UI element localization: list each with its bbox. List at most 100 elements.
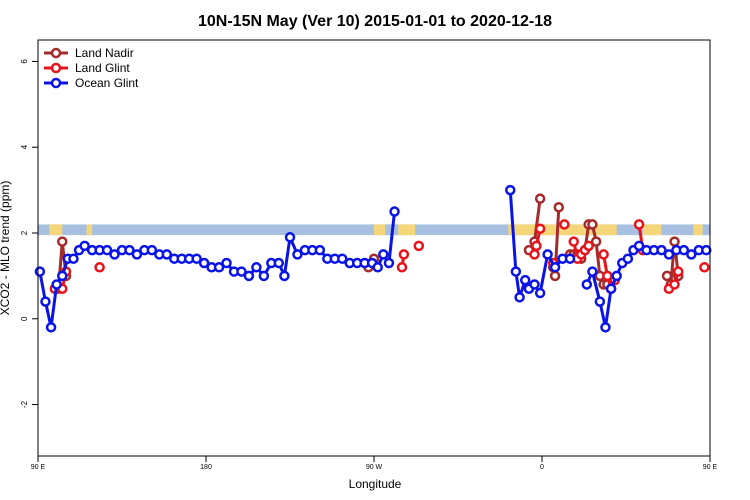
- legend-marker: [50, 47, 62, 59]
- data-point: [598, 249, 609, 260]
- data-point: [413, 240, 425, 252]
- data-point: [378, 249, 389, 260]
- legend-item: Land Glint: [44, 61, 130, 75]
- data-point: [191, 253, 202, 264]
- data-point: [131, 249, 143, 260]
- plot-frame: [37, 39, 711, 457]
- data-point: [79, 240, 90, 252]
- data-point: [514, 292, 525, 303]
- data-point: [279, 270, 290, 282]
- data-point: [656, 244, 667, 256]
- data-point: [568, 236, 579, 247]
- data-point: [531, 240, 542, 252]
- band-land-segment: [508, 224, 617, 236]
- data-point: [101, 244, 113, 256]
- legend-marker: [50, 77, 62, 89]
- data-point: [243, 270, 255, 282]
- data-point: [124, 244, 135, 256]
- chart-title: 10N-15N May (Ver 10) 2015-01-01 to 2020-…: [198, 13, 552, 30]
- data-point: [661, 270, 673, 282]
- data-point: [633, 240, 645, 252]
- data-point: [678, 244, 690, 256]
- data-point: [34, 266, 46, 277]
- x-axis: 90 E 180 90 W 0 90 E: [31, 456, 718, 471]
- data-point: [198, 257, 210, 269]
- data-point: [529, 279, 540, 290]
- data-point: [583, 240, 594, 252]
- legend-label: Ocean Glint: [75, 76, 139, 90]
- legend-label: Land Glint: [75, 61, 130, 75]
- band-land-segment: [642, 224, 662, 236]
- series-ocean-glint: [34, 184, 712, 333]
- y-axis: -2 0 2 4 6: [20, 59, 38, 408]
- data-point: [236, 266, 247, 277]
- x-tick-label: 90 W: [366, 464, 383, 471]
- data-point: [221, 257, 232, 269]
- data-point: [633, 219, 645, 230]
- data-point: [534, 287, 546, 299]
- data-point: [398, 249, 410, 260]
- data-point: [51, 279, 62, 290]
- legend-item: Land Nadir: [44, 46, 134, 60]
- data-point: [372, 262, 383, 273]
- data-point: [594, 296, 606, 307]
- y-tick-label: -2: [20, 400, 29, 408]
- y-tick-label: 4: [20, 144, 29, 149]
- y-tick-label: 2: [20, 230, 29, 235]
- data-point: [314, 244, 326, 256]
- data-point: [590, 236, 602, 247]
- data-point: [57, 236, 68, 247]
- data-point: [337, 253, 348, 264]
- data-point: [146, 244, 158, 256]
- data-point: [389, 206, 400, 217]
- data-point: [669, 236, 680, 247]
- data-point: [505, 184, 516, 196]
- data-point: [68, 253, 79, 264]
- data-point: [161, 249, 173, 260]
- x-tick-label: 0: [540, 464, 544, 471]
- legend-item: Ocean Glint: [44, 76, 139, 90]
- data-point: [669, 279, 680, 290]
- band-land-segment: [398, 224, 416, 236]
- legend-label: Land Nadir: [75, 46, 134, 60]
- data-point: [587, 266, 598, 277]
- x-tick-label: 90 E: [703, 464, 718, 471]
- x-tick-label: 90 E: [31, 464, 46, 471]
- data-point: [510, 266, 522, 277]
- data-point: [549, 270, 561, 282]
- data-point: [611, 270, 622, 282]
- data-point: [94, 262, 105, 273]
- data-point: [701, 244, 712, 256]
- data-point: [529, 249, 540, 260]
- data-point: [213, 262, 225, 273]
- data-point: [559, 219, 570, 230]
- data-point: [396, 262, 408, 273]
- data-point: [605, 283, 617, 294]
- data-point: [686, 249, 697, 260]
- data-point: [699, 262, 710, 273]
- x-axis-label: Longitude: [349, 477, 402, 491]
- data-point: [284, 232, 296, 243]
- data-point: [602, 270, 613, 282]
- y-tick-label: 0: [20, 316, 29, 321]
- data-point: [519, 274, 531, 286]
- x-tick-label: 180: [200, 464, 212, 471]
- data-point: [383, 257, 395, 269]
- band-land-segment: [693, 224, 703, 236]
- band-land-segment: [49, 224, 63, 236]
- band-land-segment: [86, 224, 93, 236]
- y-axis-label: XCO2 - MLO trend (ppm): [0, 181, 12, 316]
- data-point: [273, 257, 285, 269]
- data-point: [581, 279, 593, 290]
- data-point: [251, 262, 262, 273]
- legend-marker: [50, 62, 62, 74]
- data-point: [109, 249, 120, 260]
- plot-area: [34, 184, 712, 333]
- data-point: [45, 322, 57, 333]
- data-point: [57, 270, 68, 282]
- data-point: [40, 296, 51, 307]
- data-point: [542, 249, 553, 260]
- data-point: [534, 193, 546, 204]
